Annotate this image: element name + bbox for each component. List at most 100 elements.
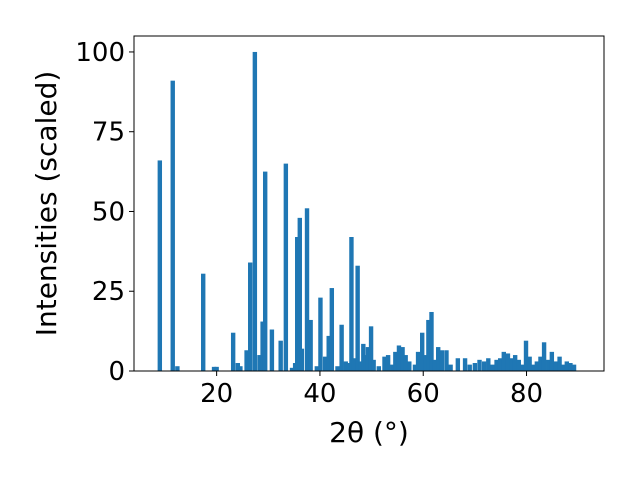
bar: [549, 351, 555, 371]
bar: [546, 359, 551, 371]
bar: [230, 332, 236, 371]
bar: [486, 358, 491, 371]
bar: [299, 348, 305, 371]
bar: [448, 364, 453, 371]
bar: [385, 355, 391, 371]
bar: [571, 364, 577, 371]
x-axis-ticks: 20 40 60 80: [200, 371, 543, 409]
bar: [365, 347, 371, 371]
bar: [497, 358, 503, 371]
y-tick-label: 25: [92, 277, 125, 307]
x-tick-label: 60: [407, 379, 440, 409]
bar: [400, 347, 405, 371]
bar: [396, 345, 402, 371]
bar: [376, 366, 382, 371]
bar: [403, 355, 408, 371]
bar: [283, 163, 289, 371]
bar: [520, 364, 525, 371]
bar: [361, 343, 366, 371]
bar: [564, 361, 570, 371]
bar: [214, 366, 219, 371]
bar: [170, 80, 175, 372]
bar: [467, 364, 472, 371]
bar: [462, 358, 468, 371]
bar: [157, 160, 163, 371]
bar: [505, 353, 511, 371]
x-tick-label: 80: [510, 379, 543, 409]
y-tick-label: 100: [75, 38, 125, 68]
plot-area-frame: [133, 35, 605, 372]
bar: [455, 358, 461, 371]
bar: [329, 288, 335, 371]
bar: [527, 356, 532, 371]
bar: [308, 319, 313, 371]
bar: [426, 319, 431, 371]
bar: [358, 361, 363, 371]
bar: [260, 321, 265, 371]
bar: [351, 358, 357, 371]
bar: [244, 350, 249, 371]
bar: [412, 364, 418, 371]
x-tick-label: 40: [303, 379, 336, 409]
bar: [501, 351, 506, 371]
bar: [436, 347, 441, 371]
bar: [257, 355, 262, 371]
bar: [339, 324, 344, 371]
bar: [382, 356, 387, 371]
bar: [175, 366, 180, 371]
bar: [509, 358, 514, 371]
bar: [534, 361, 540, 371]
bar: [346, 363, 352, 371]
bar: [343, 361, 348, 371]
bar: [439, 350, 445, 371]
bar: [297, 217, 302, 371]
bar: [278, 340, 283, 371]
bar: [390, 364, 395, 371]
bar: [248, 262, 253, 371]
bar: [481, 361, 487, 371]
bar: [516, 359, 521, 371]
bar: [295, 237, 300, 371]
bar: [557, 356, 562, 371]
bar: [235, 363, 241, 371]
bar: [568, 363, 573, 371]
bar: [371, 359, 376, 371]
bar: [432, 359, 438, 371]
bar: [415, 351, 421, 371]
y-tick-label: 50: [92, 197, 125, 227]
bar: [523, 340, 529, 371]
bar: [252, 51, 258, 371]
bar: [561, 364, 566, 371]
bar: [335, 366, 340, 371]
bar: [423, 355, 428, 371]
bar: [538, 356, 543, 371]
bar: [262, 171, 268, 371]
y-axis-ticks: 0 25 50 75 100: [75, 38, 134, 387]
bar: [541, 342, 547, 371]
x-tick-label: 20: [200, 379, 233, 409]
bar: [289, 367, 295, 371]
bar: [444, 350, 449, 371]
bar: [238, 366, 243, 371]
bar: [326, 335, 331, 371]
bar: [318, 297, 323, 371]
bars: [157, 51, 577, 372]
bar: [355, 265, 360, 371]
bar: [420, 332, 425, 371]
bar: [531, 364, 536, 371]
bar: [304, 208, 310, 371]
y-tick-label: 0: [108, 357, 125, 387]
bar: [553, 361, 558, 371]
bar: [269, 329, 275, 371]
bar: [211, 366, 217, 371]
bar: [512, 355, 518, 371]
bar: [201, 273, 206, 371]
bar: [368, 326, 374, 371]
x-axis-label: 2θ (°): [329, 416, 409, 449]
bar: [407, 361, 412, 371]
bar: [393, 351, 398, 371]
y-tick-label: 75: [92, 118, 125, 148]
bar: [429, 311, 434, 371]
y-axis-label: Intensities (scaled): [30, 71, 63, 337]
